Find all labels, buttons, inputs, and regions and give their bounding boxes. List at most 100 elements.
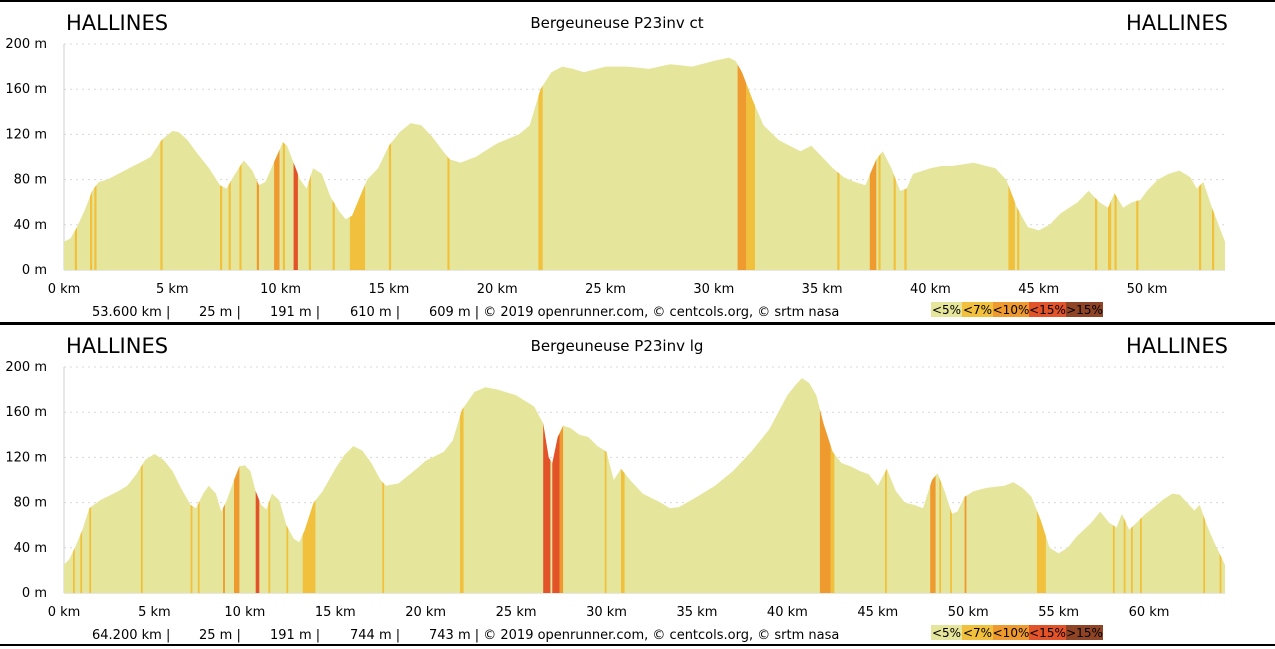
gradient-band-lt7 (94, 57, 97, 270)
gradient-band-lt7 (349, 57, 366, 270)
gradient-band-lt7 (939, 378, 942, 593)
gradient-band-lt7 (302, 378, 316, 593)
x-tick-label: 25 km (496, 605, 537, 620)
gradient-band-lt7 (1112, 378, 1115, 593)
legend-swatch-lt10 (993, 302, 1029, 317)
gradient-band-lt7 (228, 57, 231, 270)
gradient-band-lt7 (1212, 57, 1215, 270)
gradient-band-lt10 (869, 57, 877, 270)
legend-swatch-lt15 (1029, 625, 1066, 640)
y-tick-label: 0 m (22, 586, 47, 601)
gradient-band-lt7 (140, 378, 143, 593)
x-tick-label: 45 km (1018, 282, 1059, 297)
y-tick-label: 160 m (5, 82, 47, 97)
y-tick-label: 120 m (5, 127, 47, 142)
x-tick-label: 0 km (48, 282, 81, 297)
gradient-band-lt7 (1114, 57, 1117, 270)
y-tick-label: 200 m (5, 360, 47, 375)
gradient-band-lt7 (388, 57, 392, 270)
legend-label: >15% (1066, 626, 1103, 640)
gradient-band-lt7 (74, 57, 77, 270)
route-stat: 744 m | (350, 628, 400, 643)
legend-swatch-gt15 (1066, 302, 1103, 317)
gradient-band-lt10 (559, 378, 564, 593)
x-tick-label: 15 km (368, 282, 409, 297)
end-location-label: HALLINES (1126, 334, 1228, 358)
gradient-band-lt7 (893, 57, 896, 270)
x-tick-label: 40 km (767, 605, 808, 620)
legend-label: <7% (963, 303, 992, 317)
gradient-band-lt7 (604, 378, 607, 593)
gradient-band-lt7 (220, 57, 223, 270)
gradient-band-lt7 (89, 378, 92, 593)
gradient-band-lt7 (190, 378, 193, 593)
legend-swatch-lt7 (962, 302, 993, 317)
gradient-band-lt7 (621, 378, 625, 593)
gradient-band-lt7 (1131, 378, 1133, 593)
gradient-band-lt10 (223, 378, 225, 593)
route-stat: 25 m | (199, 628, 241, 643)
route-stat: 609 m | © 2019 openrunner.com, © centcol… (429, 305, 839, 320)
y-tick-label: 160 m (5, 405, 47, 420)
bottom-border (0, 644, 1275, 646)
route-stat: 191 m | (270, 628, 320, 643)
gradient-band-lt7 (332, 57, 335, 270)
route-stat: 610 m | (350, 305, 400, 320)
x-tick-label: 10 km (224, 605, 265, 620)
legend-swatch-lt10 (993, 625, 1029, 640)
gradient-band-lt7 (1008, 57, 1015, 270)
gradient-band-lt10 (737, 57, 747, 270)
gradient-band-lt7 (286, 378, 289, 593)
panel-divider (0, 322, 1275, 325)
legend-label: <10% (993, 303, 1030, 317)
chart-title: Bergeuneuse P23inv ct (530, 14, 703, 32)
legend-swatch-lt7 (962, 625, 993, 640)
gradient-band-lt7 (1136, 57, 1139, 270)
x-tick-label: 20 km (477, 282, 518, 297)
x-tick-label: 10 km (260, 282, 301, 297)
gradient-band-lt7 (950, 378, 952, 593)
gradient-band-lt15 (293, 57, 298, 270)
route-stat: 53.600 km | (92, 305, 170, 320)
route-stat: 191 m | (270, 305, 320, 320)
y-tick-label: 200 m (5, 37, 47, 52)
top-border (0, 0, 1275, 2)
x-tick-label: 50 km (948, 605, 989, 620)
route-stat: 64.200 km | (92, 628, 170, 643)
gradient-band-lt7 (1017, 57, 1020, 270)
chart-title: Bergeuneuse P23inv lg (531, 337, 704, 355)
gradient-band-lt7 (460, 378, 464, 593)
gradient-band-lt7 (73, 378, 75, 593)
gradient-band-lt7 (90, 57, 93, 270)
gradient-band-lt7 (878, 57, 881, 270)
y-tick-label: 0 m (22, 263, 47, 278)
elevation-profile-ct: 0 m 40 m 80 m 120 m 160 m 200 m 0 km 5 km 10 km 1… (0, 0, 1275, 322)
y-tick-label: 40 m (14, 541, 47, 556)
gradient-band-lt10 (256, 57, 259, 270)
legend-label: <7% (963, 626, 992, 640)
x-tick-label: 0 km (48, 605, 81, 620)
legend-label: <15% (1029, 303, 1066, 317)
gradient-band-lt7 (1123, 378, 1126, 593)
gradient-band-lt7 (268, 378, 271, 593)
x-tick-label: 45 km (857, 605, 898, 620)
y-tick-label: 80 m (14, 496, 47, 511)
x-tick-label: 30 km (693, 282, 734, 297)
legend-label: <5% (932, 303, 961, 317)
route-stat: 25 m | (199, 305, 241, 320)
y-tick-label: 40 m (14, 218, 47, 233)
gradient-band-lt7 (1036, 378, 1046, 593)
x-tick-label: 5 km (138, 605, 171, 620)
x-tick-label: 35 km (677, 605, 718, 620)
gradient-band-lt15 (552, 378, 560, 593)
x-tick-label: 50 km (1127, 282, 1168, 297)
gradient-band-lt7 (746, 57, 755, 270)
elevation-chart-ct: 0 m 40 m 80 m 120 m 160 m 200 m 0 km 5 km 10 km 1… (5, 11, 1228, 320)
gradient-band-lt7 (197, 378, 200, 593)
gradient-band-lt7 (830, 378, 835, 593)
gradient-band-lt7 (837, 57, 840, 270)
legend-swatch-lt5 (931, 302, 962, 317)
gradient-band-lt10 (930, 378, 936, 593)
gradient-band-lt7 (239, 57, 242, 270)
x-tick-label: 25 km (585, 282, 626, 297)
